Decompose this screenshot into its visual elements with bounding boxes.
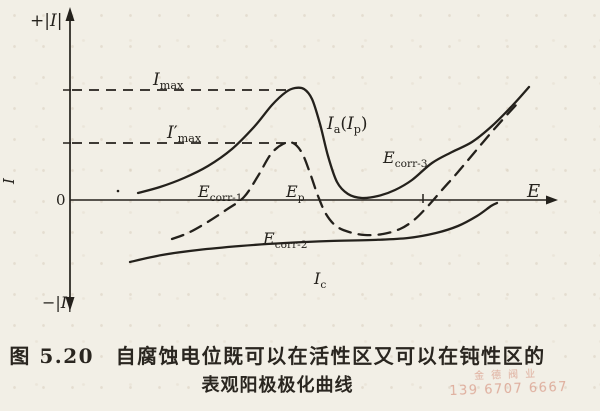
true-anodic-curve xyxy=(170,103,518,241)
label-plus-abs-i: +|I| xyxy=(30,11,62,31)
label-zero: 0 xyxy=(56,191,66,209)
y-axis-up-arrow-icon xyxy=(65,7,75,21)
label-ecorr-2: Ecorr-2 xyxy=(262,229,307,251)
label-ic: Ic xyxy=(313,269,326,291)
x-axis-right-arrow-icon xyxy=(546,195,558,205)
label-ep: Ep xyxy=(285,182,305,204)
label-ecorr-1: Ecorr-1 xyxy=(197,182,242,204)
label-imax: Imax xyxy=(152,70,184,92)
speck-dot xyxy=(116,189,120,193)
label-axis-i: I xyxy=(0,177,18,185)
figure-caption-line2: 表观阳极极化曲线 xyxy=(201,375,354,396)
y-axis-down-arrow-icon xyxy=(65,297,75,311)
polarization-plot: +|I| I 0 −|I| E Imax I′max Ia(Ip) Ecorr-1 Ep Ecorr… xyxy=(0,7,558,312)
label-e-axis: E xyxy=(526,181,540,202)
cathodic-curve xyxy=(128,201,499,264)
label-ipmax: I′max xyxy=(166,123,202,145)
figure-caption-line1: 图 5.20 自腐蚀电位既可以在活性区又可以在钝性区的 xyxy=(9,344,546,368)
label-minus-abs-i: −|I| xyxy=(42,293,73,312)
label-ia-ip: Ia(Ip) xyxy=(326,114,368,136)
label-ecorr-3: Ecorr-3 xyxy=(382,148,427,170)
apparent-anodic-curve xyxy=(136,85,531,200)
